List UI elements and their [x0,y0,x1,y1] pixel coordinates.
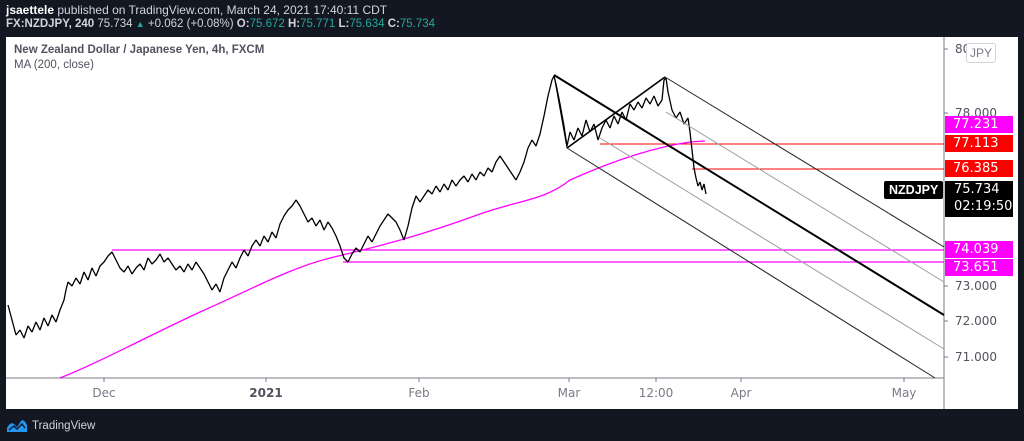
ma-price-tag: 77.231 [945,116,1013,133]
symbol-interval: FX:NZDJPY, 240 [6,18,95,30]
price-tick-73: 73.000 [955,279,997,293]
low-value: 75.634 [349,18,385,30]
pitchfork[interactable] [553,74,945,379]
pitchfork-lower-inner[interactable] [599,137,945,350]
last-price-value: 75.734 [954,182,1000,197]
level-tag-77113: 77.113 [945,135,1013,152]
bar-countdown: 02:19:50 [954,199,1013,214]
chart-title: New Zealand Dollar / Japanese Yen, 4h, F… [14,44,265,56]
time-tick-feb: Feb [408,386,430,400]
footer-brand[interactable]: TradingView [6,417,95,435]
pitchfork-anchor-leg [553,74,568,149]
low-label: L: [338,18,350,30]
last-price: 75.734 [97,18,133,30]
price-change: +0.062 (+0.08%) [147,18,234,30]
time-axis-ticks [103,378,905,382]
pitchfork-lower[interactable] [566,147,936,379]
time-tick-dec: Dec [92,386,116,400]
symbol-tag: NZDJPY [884,181,944,199]
time-tick-mar: Mar [557,386,581,400]
author[interactable]: jsaettele [6,3,55,17]
open-value: 75.672 [249,18,285,30]
price-tick-71: 71.000 [955,350,997,364]
publish-info: jsaettele published on TradingView.com, … [6,3,387,17]
pitchfork-upper[interactable] [664,76,945,248]
level-tag-73651: 73.651 [945,259,1013,276]
close-value: 75.734 [399,18,436,30]
pitchfork-upper-inner[interactable] [665,111,945,283]
close-label: C: [387,18,400,30]
up-arrow-icon: ▲ [135,19,145,29]
last-price-tag: 75.734 02:19:50 [945,181,1013,217]
high-value: 75.771 [300,18,336,30]
open-label: O: [236,18,250,30]
ma-200-line[interactable] [59,140,706,379]
level-tag-76385: 76.385 [945,160,1013,177]
footer-brand-text: TradingView [32,420,96,432]
time-tick-1200: 12:00 [638,386,674,400]
price-tick-72: 72.000 [955,314,997,328]
time-tick-2021: 2021 [249,386,283,400]
price-axis-ticks [944,48,948,358]
level-tag-74039: 74.039 [945,241,1013,258]
pitchfork-median[interactable] [553,74,945,316]
tradingview-logo-icon [7,420,27,432]
pitchfork-handle[interactable] [566,76,666,149]
time-tick-apr: Apr [730,386,752,400]
currency-button[interactable]: JPY [966,43,996,63]
price-series[interactable] [7,75,707,339]
time-tick-may: May [891,386,917,400]
publish-text: published on TradingView.com, March 24, … [57,3,388,17]
indicator-legend[interactable]: MA (200, close) [14,59,94,71]
ohlc-bar: FX:NZDJPY, 240 75.734 ▲ +0.062 (+0.08%) … [6,18,435,30]
high-label: H: [287,18,301,30]
chart-panel[interactable] [6,37,1018,409]
